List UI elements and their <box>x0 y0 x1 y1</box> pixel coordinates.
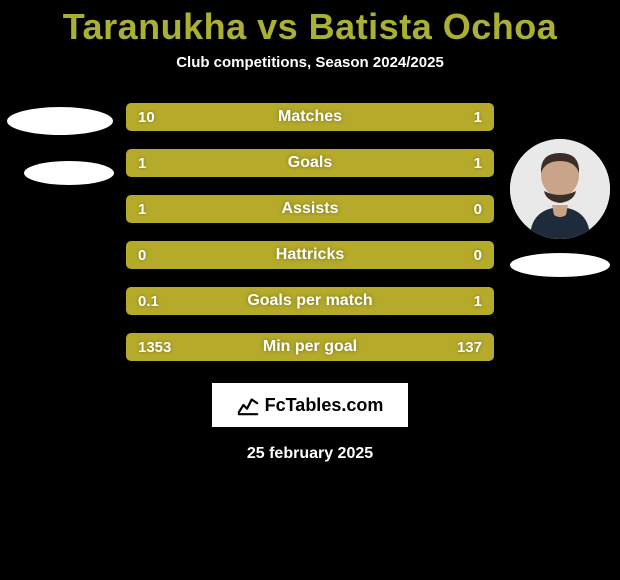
stat-fill-left <box>126 149 310 177</box>
title-right: Batista Ochoa <box>309 6 558 47</box>
stat-value-left: 1 <box>138 155 146 172</box>
title-left: Taranukha <box>63 6 247 47</box>
stat-value-right: 137 <box>457 339 482 356</box>
stat-value-right: 0 <box>474 247 482 264</box>
stats-column: 101Matches11Goals10Assists00Hattricks0.1… <box>120 103 500 361</box>
stat-bar: 1 1 Goals <box>126 149 494 177</box>
stat-value-left: 1 <box>138 201 146 218</box>
stat-label: Hattricks <box>276 246 344 264</box>
main-row: 101Matches11Goals10Assists00Hattricks0.1… <box>0 103 620 361</box>
player-right-placeholder <box>510 253 610 277</box>
avatar <box>510 139 610 239</box>
subtitle: Club competitions, Season 2024/2025 <box>176 54 444 71</box>
stat-value-right: 1 <box>474 155 482 172</box>
date-label: 25 february 2025 <box>247 445 373 463</box>
stat-bar: 1 0 Assists <box>126 195 494 223</box>
comparison-card: Taranukha vs Batista Ochoa Club competit… <box>0 0 620 580</box>
title-vs: vs <box>247 6 309 47</box>
player-right-column <box>500 103 620 303</box>
stat-fill-right <box>450 103 494 131</box>
stat-bar: 1353 137 Min per goal <box>126 333 494 361</box>
stat-value-left: 0.1 <box>138 293 159 310</box>
stat-bar: 0.1 1 Goals per match <box>126 287 494 315</box>
stat-label: Goals per match <box>247 292 372 310</box>
stat-label: Goals <box>288 154 332 172</box>
player-left-placeholder-1 <box>7 107 113 135</box>
stat-bar: 10 1 Matches <box>126 103 494 131</box>
player-left-column <box>0 103 120 211</box>
stat-value-right: 1 <box>474 293 482 310</box>
stat-value-left: 10 <box>138 109 155 126</box>
stat-label: Assists <box>282 200 339 218</box>
branding-text: FcTables.com <box>265 395 384 416</box>
stat-fill-right <box>310 149 494 177</box>
page-title: Taranukha vs Batista Ochoa <box>63 6 558 48</box>
stat-value-left: 0 <box>138 247 146 264</box>
stat-value-right: 1 <box>474 109 482 126</box>
avatar-person-icon <box>510 139 610 239</box>
branding-badge: FcTables.com <box>212 383 408 427</box>
player-left-placeholder-2 <box>24 161 114 185</box>
stat-bar: 0 0 Hattricks <box>126 241 494 269</box>
stat-label: Matches <box>278 108 342 126</box>
stat-label: Min per goal <box>263 338 357 356</box>
chart-line-icon <box>237 394 259 416</box>
stat-value-left: 1353 <box>138 339 171 356</box>
stat-value-right: 0 <box>474 201 482 218</box>
